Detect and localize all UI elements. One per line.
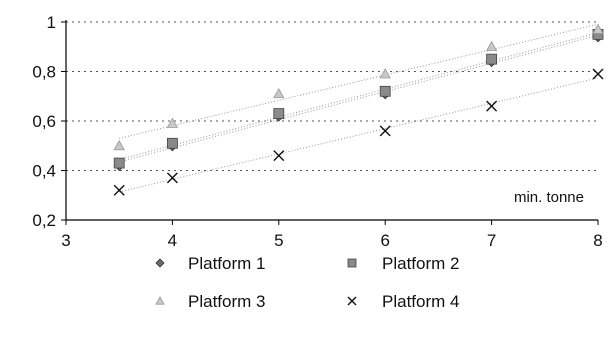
data-points <box>113 23 604 196</box>
point-platform-2 <box>347 258 357 268</box>
trendline-2 <box>119 32 599 160</box>
point-platform-3 <box>379 68 391 79</box>
cross-stroke <box>379 125 391 137</box>
point-platform-3 <box>113 139 125 151</box>
legend-item-1: Platform 1 <box>155 254 265 273</box>
x-tick-label: 6 <box>380 231 389 250</box>
point-platform-3 <box>155 296 165 305</box>
cross-stroke <box>113 184 125 196</box>
legend-item-2: Platform 2 <box>347 254 459 273</box>
cross-stroke <box>166 172 178 184</box>
x-tick-label: 5 <box>274 231 283 250</box>
axes <box>61 20 599 225</box>
cross-stroke <box>486 100 498 112</box>
point-platform-4 <box>486 100 498 112</box>
legend-item-3: Platform 3 <box>155 292 265 311</box>
point-platform-3 <box>166 117 179 128</box>
trendline-3 <box>119 23 599 139</box>
point-platform-4 <box>592 68 604 80</box>
y-tick-label: 0,4 <box>32 162 56 181</box>
point-platform-4 <box>166 172 178 184</box>
y-tick-label: 1 <box>47 13 56 32</box>
gridlines <box>66 21 598 171</box>
legend-label: Platform 1 <box>188 254 265 273</box>
y-tick-label: 0,6 <box>32 112 56 131</box>
legend-label: Platform 2 <box>382 254 459 273</box>
cross-stroke <box>592 68 604 80</box>
point-platform-2 <box>113 157 125 169</box>
y-tick-label: 0,8 <box>32 63 56 82</box>
x-tick-label: 7 <box>487 231 496 250</box>
point-platform-4 <box>113 184 125 196</box>
point-platform-2 <box>486 53 498 65</box>
cross-stroke <box>273 150 285 162</box>
point-platform-2 <box>166 137 178 149</box>
tick-labels: 0,2 0,4 0,6 0,8 1 3 4 5 6 7 8 <box>32 13 602 250</box>
trendline-1 <box>119 34 599 163</box>
point-platform-4 <box>273 150 285 162</box>
trendline-4 <box>119 77 599 193</box>
cross-stroke <box>347 296 357 306</box>
point-platform-4 <box>379 125 391 137</box>
legend-item-4: Platform 4 <box>347 292 459 311</box>
point-platform-3 <box>485 40 498 52</box>
point-platform-2 <box>379 85 391 97</box>
point-platform-3 <box>592 23 604 34</box>
x-tick-label: 4 <box>168 231 177 250</box>
point-platform-2 <box>273 108 285 119</box>
legend: Platform 1 Platform 2 Platform 3 Platform 4 <box>155 254 459 311</box>
x-tick-label: 8 <box>593 231 602 250</box>
legend-label: Platform 4 <box>382 292 459 311</box>
point-platform-3 <box>273 87 285 99</box>
axis-annotation: min. tonne <box>514 189 584 206</box>
point-platform-1 <box>155 258 165 268</box>
legend-label: Platform 3 <box>188 292 265 311</box>
trendlines <box>119 23 599 193</box>
point-platform-4 <box>347 296 357 306</box>
x-tick-label: 3 <box>61 231 70 250</box>
y-tick-label: 0,2 <box>32 211 56 230</box>
